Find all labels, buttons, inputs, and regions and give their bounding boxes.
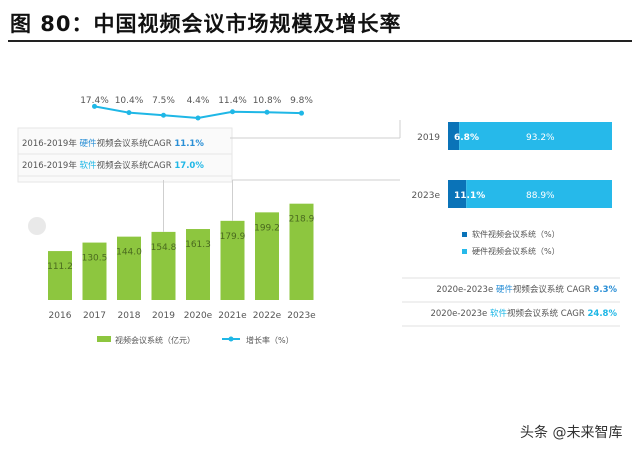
bar-group: 111.2 2016 130.5 2017 144.0 2018 154.8 2019 161.… — [47, 203, 316, 321]
growth-point — [264, 109, 270, 115]
chart-title: 图 80：中国视频会议市场规模及增长率 — [10, 12, 402, 36]
share-category-label: 2019 — [417, 133, 440, 143]
x-tick-label: 2021e — [218, 311, 247, 321]
share-bar-hardware — [459, 122, 612, 150]
share-legend-swatch — [462, 249, 467, 254]
growth-label: 4.4% — [187, 96, 210, 106]
share-category-label: 2023e — [412, 191, 441, 201]
bar-value-label: 154.8 — [151, 243, 177, 253]
x-tick-label: 2023e — [287, 311, 316, 321]
bar — [117, 236, 141, 300]
cagr-text: 2016-2019年 硬件视频会议系统CAGR 11.1% — [22, 138, 204, 149]
left-legend: 视频会议系统（亿元） 增长率（%） — [97, 335, 294, 345]
bar — [289, 203, 314, 300]
bar — [255, 212, 279, 300]
cagr-box — [17, 127, 233, 183]
legend-swatch-bar — [97, 336, 111, 342]
growth-line-group: 17.4% 10.4% 7.5% 4.4% 11.4% 10.8% 9.8% — [80, 96, 313, 121]
share-value-label: 93.2% — [526, 133, 555, 143]
legend-label: 增长率（%） — [246, 335, 294, 345]
growth-label: 7.5% — [152, 96, 175, 106]
growth-label: 11.4% — [218, 96, 247, 106]
bar — [186, 229, 210, 300]
cagr-text: 2020e-2023e 硬件视频会议系统 CAGR 9.3% — [436, 284, 617, 295]
x-tick-label: 2020e — [184, 311, 213, 321]
bar-value-label: 111.2 — [47, 262, 73, 272]
share-value-label: 11.1% — [454, 191, 485, 201]
share-legend-swatch — [462, 232, 467, 237]
legend-label: 视频会议系统（亿元） — [115, 335, 195, 345]
bar-value-label: 130.5 — [82, 254, 108, 264]
decor-circle — [28, 217, 46, 235]
growth-label: 9.8% — [290, 96, 313, 106]
bar-value-label: 161.3 — [185, 240, 211, 250]
cagr-text: 2020e-2023e 软件视频会议系统 CAGR 24.8% — [430, 308, 617, 319]
growth-point — [92, 103, 97, 109]
bar — [151, 231, 176, 300]
x-tick-label: 2016 — [49, 311, 72, 321]
growth-point — [230, 109, 235, 115]
bar-value-label: 199.2 — [254, 223, 280, 233]
share-chart-group: 2019 6.8% 93.2% 2023e 11.1% 88.9% 软件视频会议系统（%） 硬… — [402, 122, 620, 327]
share-bar-hardware — [466, 180, 612, 208]
bar-value-label: 218.9 — [289, 215, 315, 225]
share-legend-label: 硬件视频会议系统（%） — [472, 246, 560, 256]
cagr-left-group: 2016-2019年 硬件视频会议系统CAGR 11.1% 2016-2019年 … — [17, 127, 233, 235]
x-tick-label: 2018 — [118, 311, 141, 321]
growth-point — [126, 110, 132, 116]
bar-value-label: 144.0 — [116, 248, 142, 258]
growth-label: 17.4% — [80, 96, 109, 106]
share-value-label: 88.9% — [526, 191, 555, 201]
legend-swatch-point — [228, 336, 234, 342]
cagr-text: 2016-2019年 软件视频会议系统CAGR 17.0% — [22, 160, 204, 171]
share-bar-software — [448, 180, 467, 208]
bar — [82, 242, 107, 300]
bar-value-label: 179.9 — [220, 232, 246, 242]
growth-point — [195, 115, 201, 121]
x-tick-label: 2017 — [83, 311, 106, 321]
watermark-text: 头条 @未来智库 — [520, 424, 622, 441]
growth-label: 10.4% — [115, 96, 144, 106]
share-legend-label: 软件视频会议系统（%） — [472, 229, 560, 239]
bar — [220, 220, 245, 300]
title-underline — [8, 40, 632, 42]
growth-point — [161, 112, 166, 118]
share-value-label: 6.8% — [454, 133, 479, 143]
growth-label: 10.8% — [253, 96, 282, 106]
connector-lines — [163, 120, 401, 232]
x-tick-label: 2022e — [253, 311, 282, 321]
bar — [48, 251, 72, 300]
x-tick-label: 2019 — [152, 311, 175, 321]
growth-point — [299, 110, 304, 116]
share-bar-software — [448, 122, 460, 150]
